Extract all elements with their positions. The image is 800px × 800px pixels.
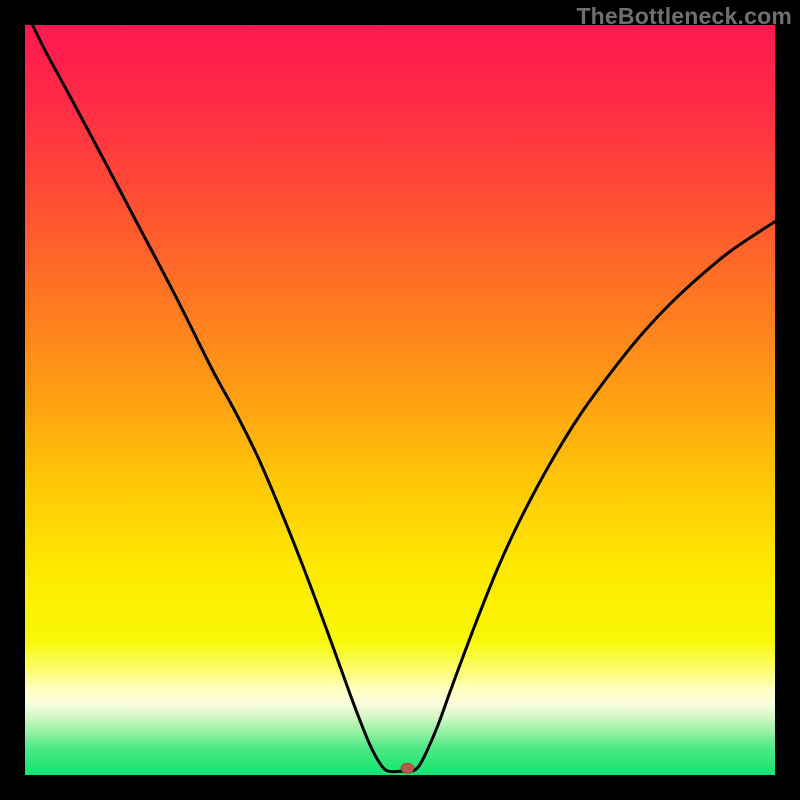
gradient-background: [25, 25, 775, 775]
optimum-marker: [401, 763, 414, 773]
plot-area: [25, 25, 775, 775]
chart-svg: [25, 25, 775, 775]
watermark-text: TheBottleneck.com: [576, 3, 792, 30]
